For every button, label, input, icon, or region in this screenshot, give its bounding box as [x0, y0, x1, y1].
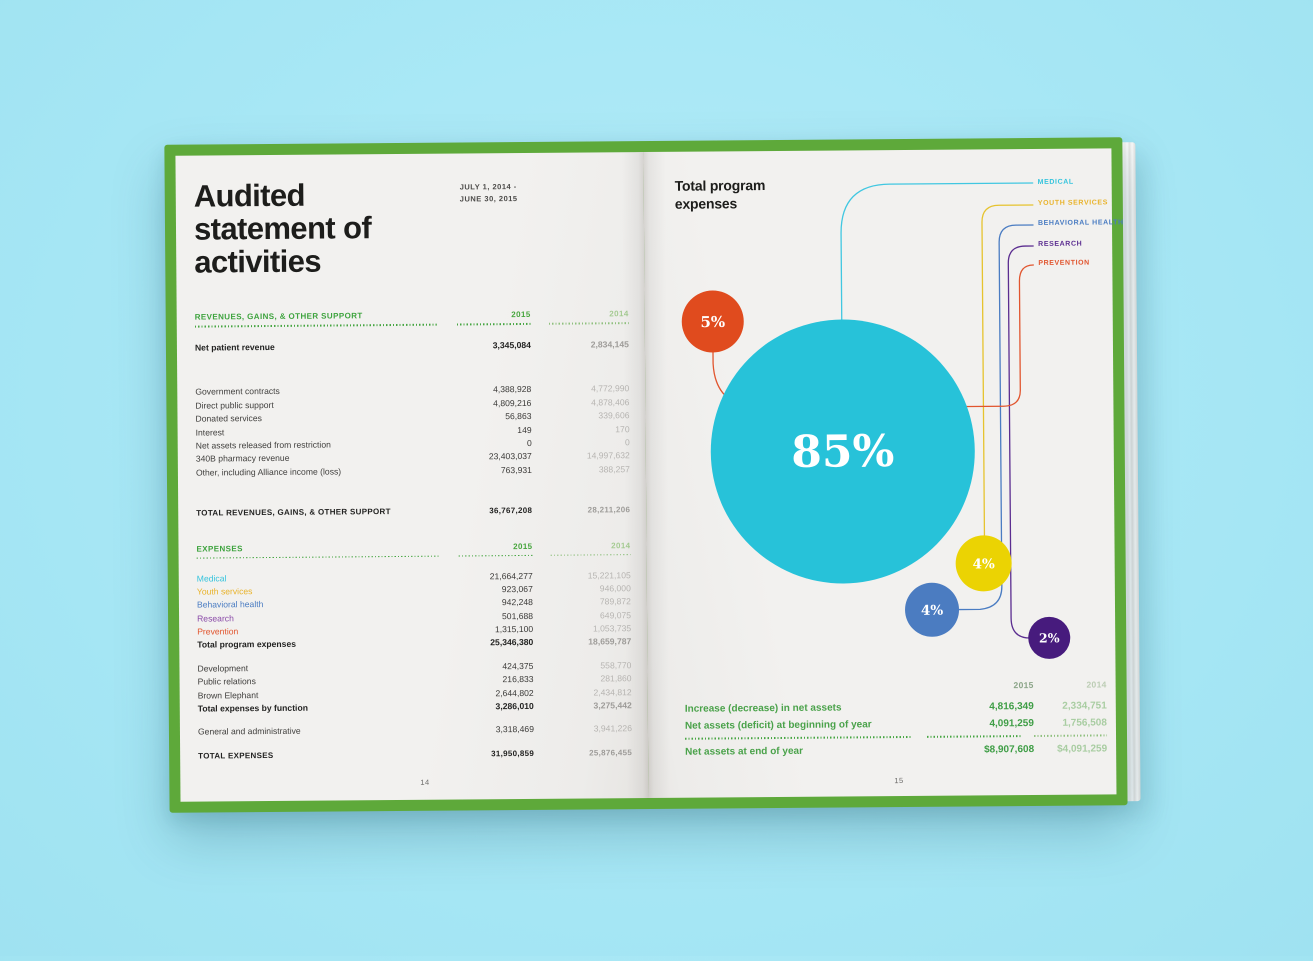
page-number: 14 [420, 777, 430, 787]
behavioral-health-bubble [905, 582, 960, 637]
dotted-rule [194, 322, 629, 328]
research-percent-label: 2% [1039, 630, 1060, 645]
prevention-bubble [681, 290, 744, 353]
legend-item-youth-services: YOUTH SERVICES [1037, 199, 1108, 207]
dotted-rule [196, 553, 631, 559]
legend-item-research: RESEARCH [1038, 240, 1083, 248]
column-header-2015: 2015 [511, 309, 531, 320]
title-line: statement of [193, 210, 372, 247]
title-line: Audited [193, 177, 306, 214]
chart-title: Total program expenses [674, 177, 766, 212]
total-revenues-row: TOTAL REVENUES, GAINS, & OTHER SUPPORT 3… [196, 505, 631, 518]
net-assets-column-headers: 2015 2014 [685, 678, 1107, 693]
dotted-rule [685, 734, 1108, 740]
title-line: activities [194, 243, 322, 280]
statement-of-activities-table: REVENUES, GAINS, & OTHER SUPPORT 2015 20… [195, 308, 633, 763]
behavioral-health-percent-label: 4% [921, 603, 944, 619]
youth-services-percent-label: 4% [972, 556, 995, 572]
medical-connector-line [840, 182, 1034, 323]
youth-services-connector-line [981, 204, 1034, 541]
medical-bubble [710, 319, 975, 584]
net-assets-table: 2015 2014 Increase (decrease) in net ass… [685, 678, 1108, 760]
revenues-section-header: REVENUES, GAINS, & OTHER SUPPORT 2015 20… [195, 308, 629, 322]
legend-item-behavioral-health: BEHAVIORAL HEALTH [1037, 219, 1124, 227]
net-assets-row: Net assets (deficit) at beginning of yea… [684, 717, 1107, 732]
column-header-2014: 2014 [1086, 679, 1107, 690]
research-bubble [1028, 616, 1071, 659]
column-header-2015: 2015 [513, 541, 533, 551]
youth-services-bubble [955, 535, 1012, 592]
column-header-2014: 2014 [611, 540, 631, 550]
magazine-spread: Audited statement of activities JULY 1, … [164, 137, 1128, 813]
column-header-2015: 2015 [1013, 679, 1034, 691]
legend-item-prevention: PREVENTION [1038, 259, 1090, 267]
program-expenses-bubble-chart: 85% 5% 4% 4% 2% [681, 182, 1071, 659]
net-assets-total-row: Net assets at end of year $8,907,608 $4,… [685, 743, 1108, 758]
section-title: EXPENSES [196, 543, 243, 554]
page-number: 15 [894, 776, 904, 786]
column-header-2014: 2014 [609, 309, 629, 319]
section-title: REVENUES, GAINS, & OTHER SUPPORT [194, 311, 363, 322]
total-program-expenses-row: Total program expenses 25,346,380 18,659… [197, 636, 632, 651]
page-title: Audited statement of activities [193, 177, 372, 280]
legend-item-medical: MEDICAL [1037, 178, 1074, 186]
research-connector-line [1007, 245, 1034, 639]
medical-percent-label: 85% [791, 426, 894, 478]
prevention-percent-label: 5% [700, 313, 725, 331]
left-page: Audited statement of activities JULY 1, … [175, 152, 649, 802]
prevention-connector-line [712, 264, 1034, 409]
right-page: 85% 5% 4% 4% 2% Total program expenses M… [643, 148, 1124, 799]
total-expenses-row: TOTAL EXPENSES 31,950,859 25,876,455 [198, 747, 633, 761]
table-row: General and administrative 3,318,469 3,9… [197, 723, 632, 737]
table-row: Other, including Alliance income (loss) … [195, 463, 630, 478]
reporting-period: JULY 1, 2014 - JUNE 30, 2015 [459, 182, 518, 204]
total-expenses-by-function-row: Total expenses by function 3,286,010 3,2… [197, 700, 632, 714]
behavioral-health-connector-line [957, 224, 1034, 611]
expenses-section-header: EXPENSES 2015 2014 [196, 540, 630, 554]
table-row: Net patient revenue 3,345,084 2,834,145 [194, 339, 629, 353]
